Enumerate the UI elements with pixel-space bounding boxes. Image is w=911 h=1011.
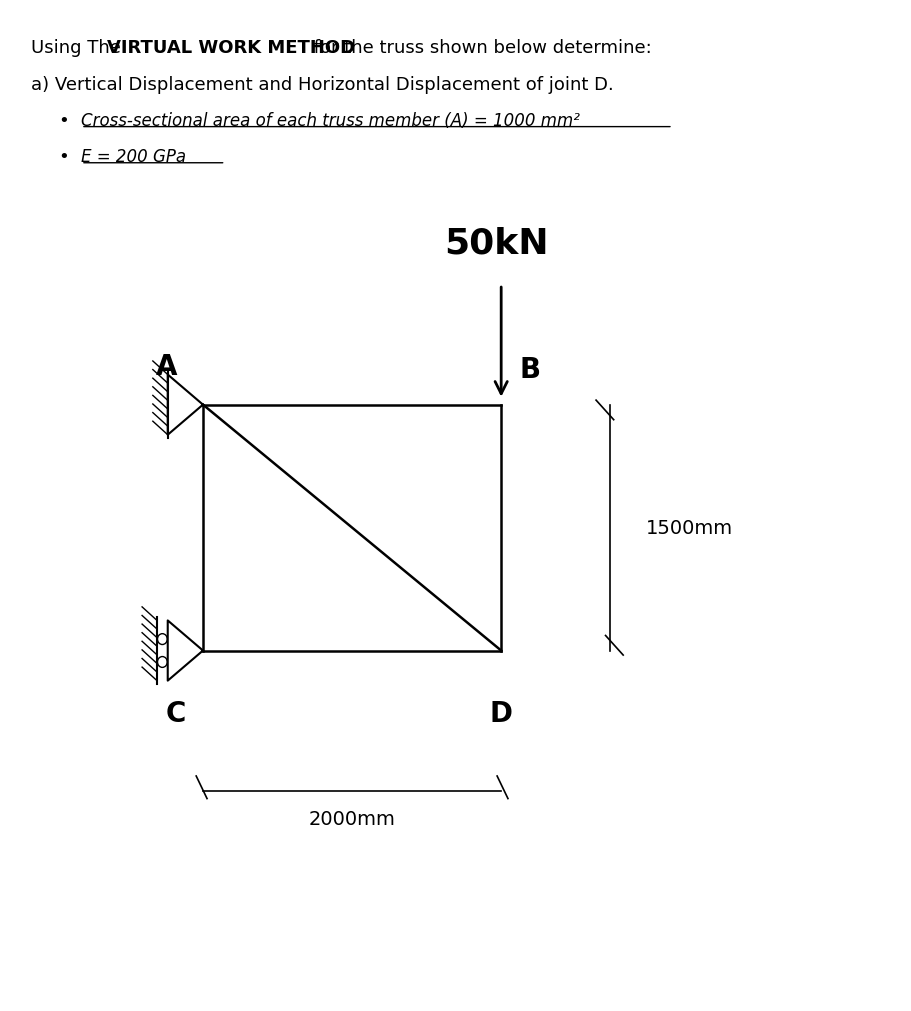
Text: VIRTUAL WORK METHOD: VIRTUAL WORK METHOD [107,39,355,58]
Polygon shape [168,621,203,681]
Text: •: • [58,148,69,166]
Text: 50kN: 50kN [444,225,548,260]
Text: Using The: Using The [31,39,127,58]
Text: a) Vertical Displacement and Horizontal Displacement of joint D.: a) Vertical Displacement and Horizontal … [31,77,613,94]
Text: A: A [156,352,178,380]
Text: 1500mm: 1500mm [645,519,732,538]
Text: B: B [519,355,540,383]
Text: •: • [58,111,69,129]
Text: E = 200 GPa: E = 200 GPa [81,148,186,166]
Polygon shape [168,375,203,436]
Text: Cross-sectional area of each truss member (A) = 1000 mm²: Cross-sectional area of each truss membe… [81,111,579,129]
Text: C: C [166,699,186,727]
Text: for the truss shown below determine:: for the truss shown below determine: [307,39,650,58]
Text: 2000mm: 2000mm [308,810,395,828]
Text: D: D [489,699,512,727]
